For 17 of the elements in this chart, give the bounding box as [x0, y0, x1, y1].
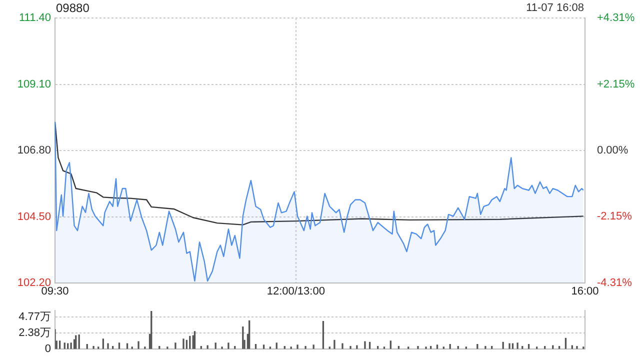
- x-tick-label: 12:00/13:00: [266, 286, 325, 298]
- y2-tick-label: 0.00%: [597, 144, 628, 157]
- text: 11-07 16:08: [526, 2, 584, 14]
- y2-tick-label: -4.31%: [597, 277, 632, 290]
- y-tick-label: 111.40: [18, 12, 51, 24]
- y-tick-label: 0: [44, 343, 51, 356]
- y-tick-label: 104.50: [17, 210, 51, 223]
- y2-tick-label: +2.15%: [597, 78, 635, 90]
- y2-tick-label: -2.15%: [597, 210, 632, 223]
- x-tick-label: 09:30: [41, 286, 69, 298]
- y2-tick-label: +4.31%: [597, 12, 635, 24]
- x-tick-label: 16:00: [571, 286, 599, 298]
- chart-title: 09880: [56, 1, 90, 15]
- y-tick-label: 109.10: [17, 78, 51, 90]
- y-tick-label: 106.80: [17, 144, 51, 157]
- y-tick-label: 2.38万: [18, 327, 51, 339]
- y-tick-label: 4.77万: [18, 310, 51, 323]
